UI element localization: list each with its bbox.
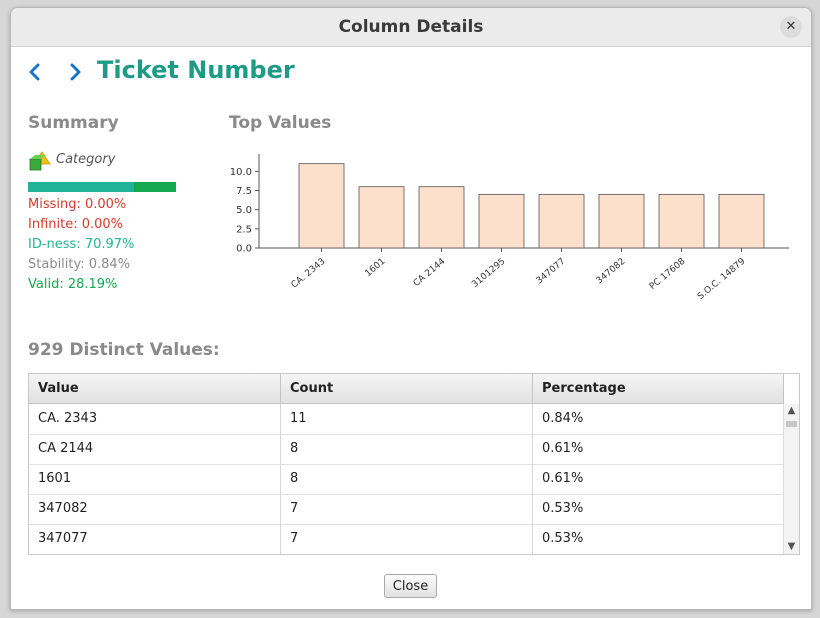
table-row[interactable]: 1601 8 0.61%	[29, 464, 784, 495]
table-header: Value Count Percentage	[29, 374, 784, 404]
y-tick-label: 0.0	[236, 244, 252, 255]
id-ness-segment	[28, 182, 134, 192]
close-button[interactable]: Close	[384, 574, 437, 598]
category-label: Category	[56, 152, 116, 167]
y-tick-label: 5.0	[236, 205, 252, 216]
scroll-down-icon[interactable]: ▼	[787, 541, 796, 552]
value-cell: 347082	[29, 494, 281, 524]
percentage-cell: 0.53%	[533, 494, 784, 524]
scroll-up-icon[interactable]: ▲	[787, 405, 796, 416]
percentage-cell: 0.61%	[533, 434, 784, 464]
valid-segment	[134, 182, 176, 192]
count-cell: 8	[281, 464, 533, 494]
percentage-cell: 0.84%	[533, 404, 784, 434]
x-tick-label: CA. 2343	[290, 257, 328, 291]
value-cell: 1601	[29, 464, 281, 494]
quality-bar	[28, 182, 178, 192]
close-window-icon[interactable]: ✕	[780, 16, 802, 38]
bar	[418, 186, 465, 249]
infinite-stat: Infinite: 0.00%	[28, 217, 124, 232]
count-cell: 11	[281, 404, 533, 434]
column-name-heading: Ticket Number	[97, 56, 295, 84]
table-row[interactable]: 347077 7 0.53%	[29, 524, 784, 554]
category-icon	[29, 151, 51, 171]
valid-stat: Valid: 28.19%	[28, 277, 118, 292]
bar	[658, 193, 705, 249]
column-header-percentage[interactable]: Percentage	[533, 374, 784, 403]
bar	[598, 193, 645, 249]
column-details-dialog: Column Details ✕ Ticket Number Summary C…	[10, 7, 812, 610]
table-scrollbar[interactable]: ▲ ▼	[783, 404, 799, 554]
y-tick-label: 7.5	[236, 186, 252, 197]
column-header-count[interactable]: Count	[281, 374, 533, 403]
bar	[718, 193, 765, 249]
percentage-cell: 0.53%	[533, 524, 784, 554]
bar	[358, 186, 405, 249]
x-tick-label: 347077	[535, 257, 568, 287]
x-tick-label: 1601	[363, 257, 387, 279]
count-cell: 7	[281, 494, 533, 524]
count-cell: 7	[281, 524, 533, 554]
y-tick-label: 2.5	[236, 224, 252, 235]
x-tick-label: S.O.C. 14879	[696, 256, 748, 302]
bar	[478, 193, 525, 249]
table-row[interactable]: CA. 2343 11 0.84%	[29, 404, 784, 435]
category-type: Category	[28, 150, 115, 172]
value-cell: 347077	[29, 524, 281, 554]
missing-stat: Missing: 0.00%	[28, 197, 127, 212]
stability-stat: Stability: 0.84%	[28, 257, 131, 272]
x-tick-label: 347082	[595, 257, 628, 287]
y-tick-label: 10.0	[230, 167, 252, 178]
forward-arrow-icon[interactable]	[66, 61, 84, 83]
count-cell: 8	[281, 434, 533, 464]
scrollbar-thumb[interactable]	[786, 421, 797, 427]
table-row[interactable]: 347082 7 0.53%	[29, 494, 784, 525]
value-cell: CA. 2343	[29, 404, 281, 434]
summary-title: Summary	[28, 113, 119, 133]
table-row[interactable]: CA 2144 8 0.61%	[29, 434, 784, 465]
bar	[538, 193, 585, 249]
back-arrow-icon[interactable]	[26, 61, 44, 83]
top-values-title: Top Values	[229, 113, 332, 133]
value-cell: CA 2144	[29, 434, 281, 464]
title-bar: Column Details ✕	[11, 8, 811, 47]
column-header-value[interactable]: Value	[29, 374, 281, 403]
top-values-chart: 0.0 2.5 5.0 7.5 10.0 CA. 2343 1601 CA 2144 31012…	[230, 154, 789, 302]
window-title: Column Details	[338, 17, 484, 37]
x-tick-label: 3101295	[470, 257, 507, 290]
id-ness-stat: ID-ness: 70.97%	[28, 237, 135, 252]
x-tick-label: PC 17608	[648, 256, 688, 292]
percentage-cell: 0.61%	[533, 464, 784, 494]
x-tick-label: CA 2144	[412, 256, 448, 288]
values-table: Value Count Percentage CA. 2343 11 0.84%…	[28, 373, 800, 555]
distinct-values-label: 929 Distinct Values:	[28, 340, 220, 360]
bar	[298, 163, 345, 249]
